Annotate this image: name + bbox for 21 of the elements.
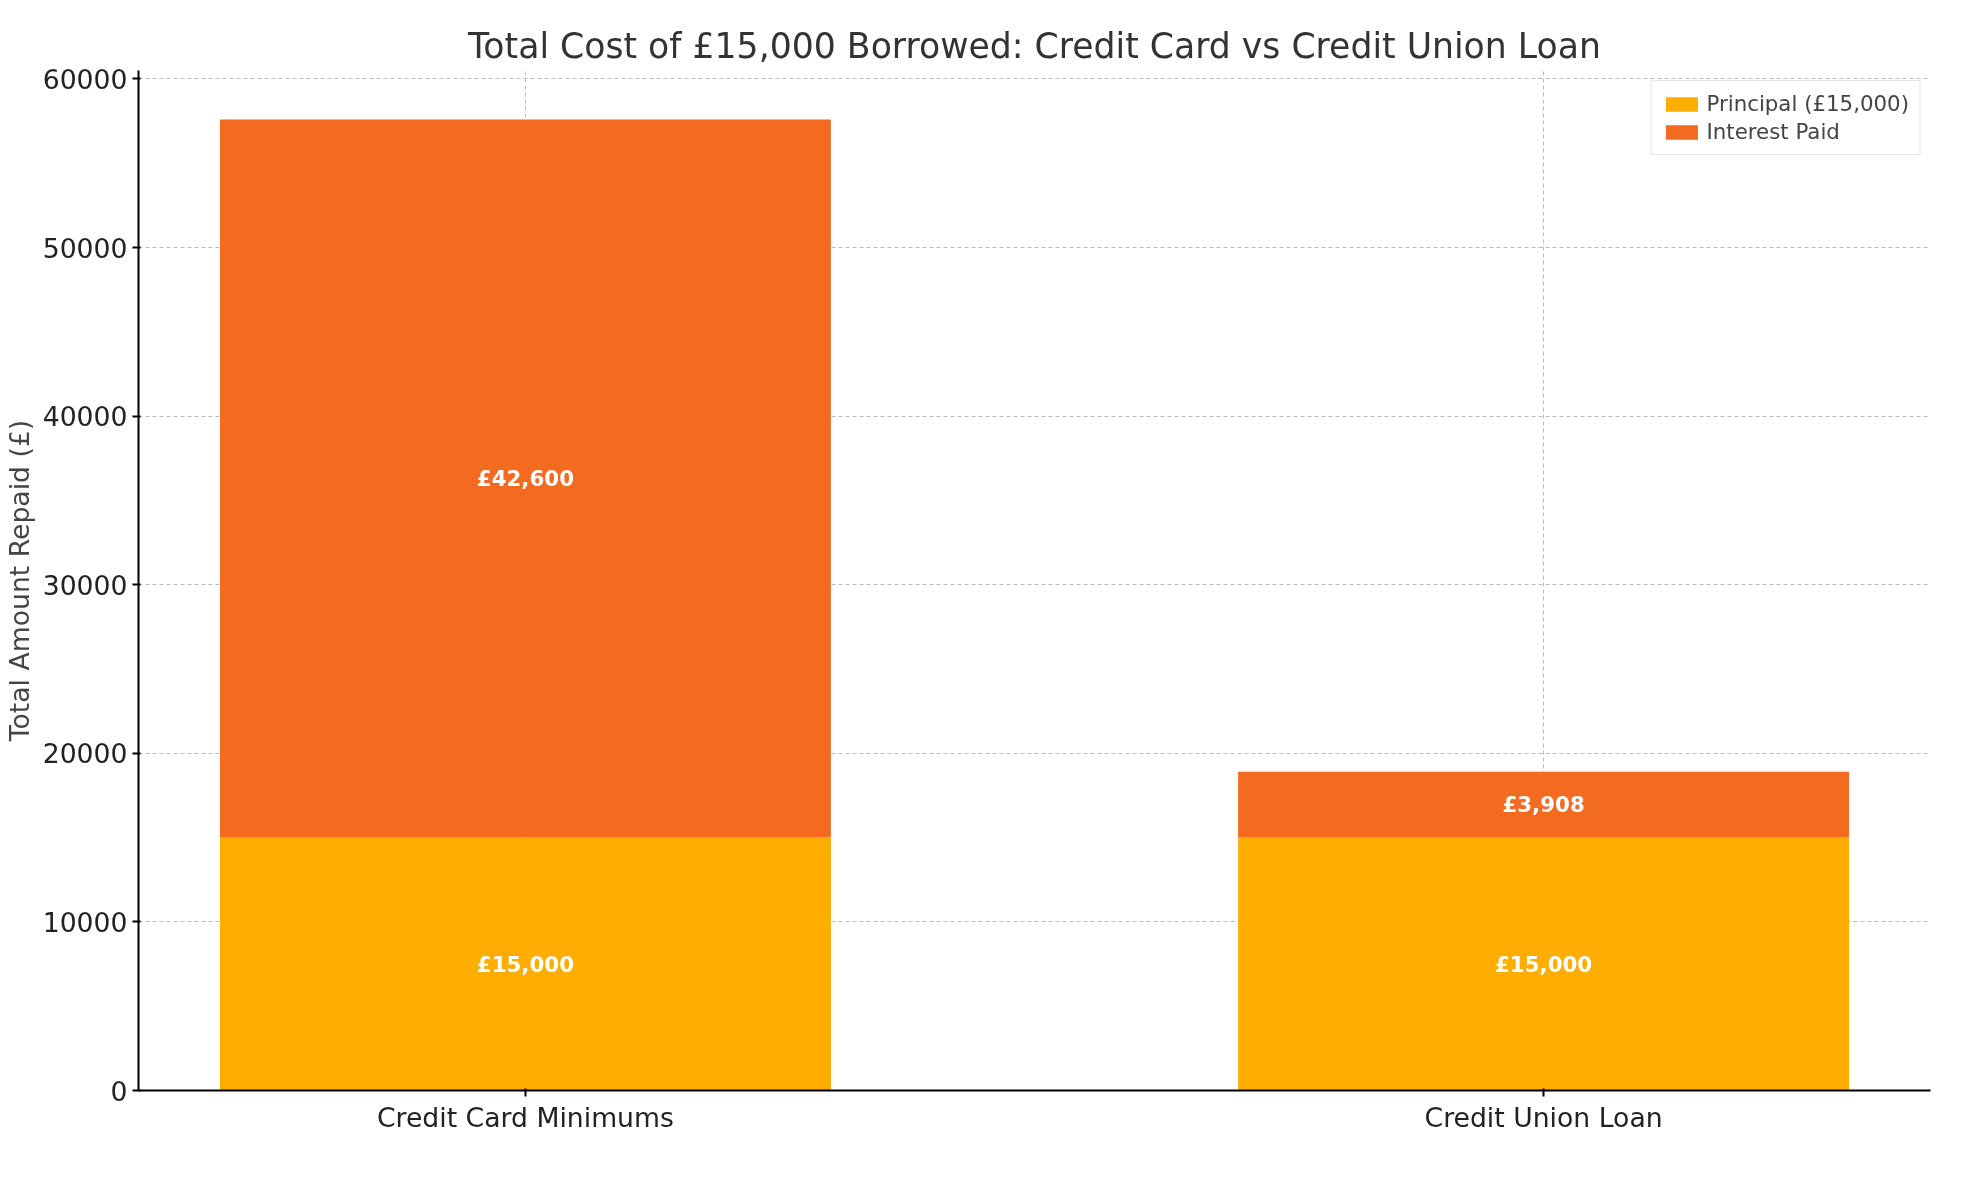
y-tick-label: 40000 [42, 401, 128, 433]
y-tick-label: 60000 [42, 63, 128, 95]
y-tick-label: 30000 [42, 569, 128, 601]
y-tick-label: 50000 [42, 232, 128, 264]
y-tick-label: 10000 [42, 906, 128, 938]
bar [219, 119, 831, 838]
x-tick-label: Credit Union Loan [1424, 1101, 1663, 1133]
data-label: £3,908 [1502, 792, 1585, 818]
y-tick-label: 20000 [42, 738, 128, 770]
data-label: £15,000 [1495, 951, 1593, 977]
bar [1238, 837, 1850, 1091]
data-label: £42,600 [476, 466, 574, 491]
data-label: £15,000 [476, 951, 574, 977]
x-tick-label: Credit Card Minimums [376, 1101, 674, 1133]
bar [1238, 771, 1850, 838]
bar [219, 837, 831, 1091]
chart-title: Total Cost of £15,000 Borrowed: Credit Card vs Credit Union Loan [467, 25, 1601, 66]
y-tick-label: 0 [110, 1075, 128, 1107]
y-axis-title: Total Amount Repaid (£) [3, 419, 35, 743]
legend-label: Principal (£15,000) [1706, 91, 1909, 116]
legend-label: Interest Paid [1706, 119, 1840, 144]
